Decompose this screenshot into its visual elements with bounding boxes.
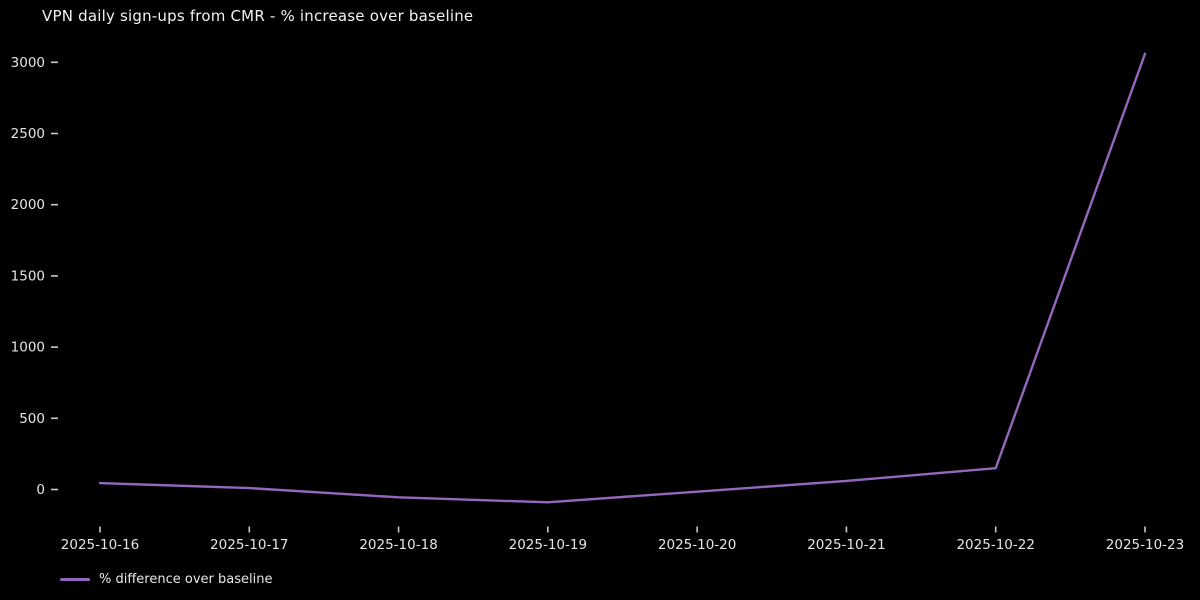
line-series	[98, 52, 1147, 504]
y-axis-tick-label: 1500	[11, 268, 45, 284]
y-axis-tick-label: 2500	[11, 126, 45, 142]
x-axis-tick-label: 2025-10-20	[658, 537, 736, 553]
x-axis-tick-label: 2025-10-23	[1106, 537, 1184, 553]
y-axis-tick-label: 500	[19, 411, 45, 427]
chart-title: VPN daily sign-ups from CMR - % increase…	[42, 7, 474, 25]
y-axis-tick-label: 1000	[11, 340, 45, 356]
x-axis-tick-label: 2025-10-19	[509, 537, 587, 553]
y-axis-tick-label: 2000	[11, 197, 45, 213]
legend-line-swatch	[60, 578, 90, 581]
x-axis-tick-label: 2025-10-22	[956, 537, 1034, 553]
x-axis-tick-label: 2025-10-18	[359, 537, 437, 553]
legend: % difference over baseline	[60, 572, 272, 587]
x-axis-tick-label: 2025-10-17	[210, 537, 288, 553]
x-axis-tick-label: 2025-10-21	[807, 537, 885, 553]
y-axis-tick-label: 0	[36, 482, 45, 498]
legend-label: % difference over baseline	[99, 572, 273, 587]
x-axis-tick-label: 2025-10-16	[61, 537, 139, 553]
y-axis-tick-label: 3000	[11, 55, 45, 71]
